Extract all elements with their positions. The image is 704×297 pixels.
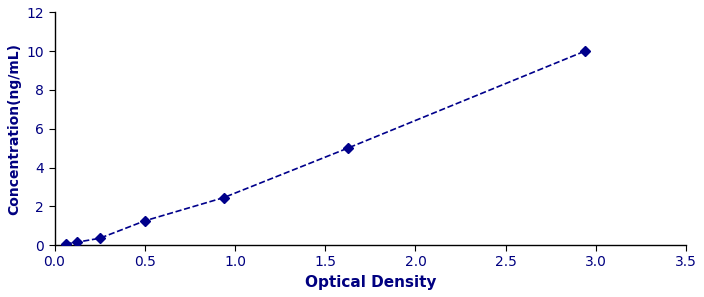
Y-axis label: Concentration(ng/mL): Concentration(ng/mL): [7, 43, 21, 215]
X-axis label: Optical Density: Optical Density: [305, 275, 436, 290]
